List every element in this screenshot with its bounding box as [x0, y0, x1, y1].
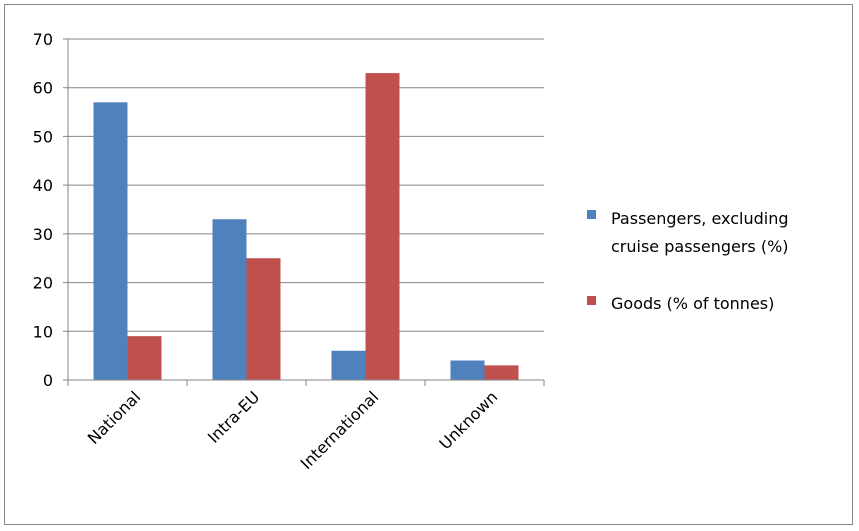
- y-tick-label: 0: [43, 371, 53, 390]
- bar-passengers-national: [93, 102, 128, 380]
- x-tick-label: International: [297, 387, 383, 473]
- bar-goods-unknown: [484, 365, 519, 380]
- y-tick-label: 50: [33, 127, 53, 146]
- gridlines: [68, 38, 544, 381]
- y-tick-labels: 0 10 20 30 40 50 60 70: [33, 30, 53, 390]
- legend-label: Goods (% of tonnes): [611, 294, 774, 313]
- x-tick-labels: National Intra-EU International Unknown: [84, 387, 502, 473]
- bar-passengers-unknown: [450, 360, 485, 380]
- x-tick-label: Intra-EU: [204, 387, 263, 446]
- y-tick-label: 10: [33, 322, 53, 341]
- legend-label: cruise passengers (%): [611, 237, 789, 256]
- y-tick-label: 40: [33, 176, 53, 195]
- legend: Passengers, excluding cruise passengers (…: [587, 209, 789, 313]
- axes: [63, 38, 545, 386]
- y-tick-label: 70: [33, 30, 53, 49]
- legend-swatch: [587, 296, 596, 305]
- chart-frame: [4, 4, 853, 525]
- bar-passengers-international: [331, 350, 366, 380]
- bars: [93, 73, 519, 380]
- y-tick-label: 60: [33, 79, 53, 98]
- y-tick-label: 30: [33, 225, 53, 244]
- bar-passengers-intra-eu: [212, 219, 247, 380]
- legend-swatch: [587, 210, 596, 219]
- legend-label: Passengers, excluding: [611, 209, 789, 228]
- bar-goods-international: [365, 73, 400, 380]
- bar-goods-intra-eu: [246, 258, 281, 380]
- y-tick-label: 20: [33, 274, 53, 293]
- x-tick-label: National: [84, 387, 145, 448]
- bar-goods-national: [127, 336, 162, 380]
- x-tick-label: Unknown: [435, 387, 501, 453]
